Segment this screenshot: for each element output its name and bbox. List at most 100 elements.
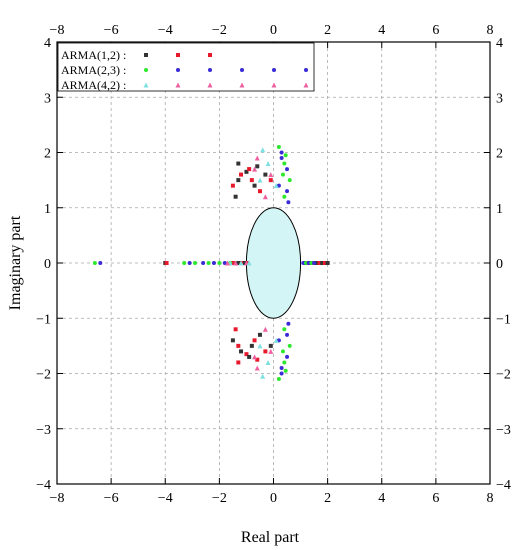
data-point [252, 183, 257, 188]
x-tick-label-bottom: −8 [50, 491, 65, 506]
x-tick-label-top: 2 [324, 23, 331, 38]
legend-marker [208, 68, 212, 72]
data-point [273, 183, 279, 189]
data-point [252, 166, 258, 172]
legend-marker [271, 82, 277, 88]
data-point [287, 343, 292, 348]
x-tick-label-bottom: −6 [104, 491, 119, 506]
y-tick-label-right: −2 [496, 368, 511, 383]
data-point [268, 343, 273, 348]
y-tick-label-left: −2 [36, 368, 51, 383]
x-tick-label-bottom: 0 [270, 491, 277, 506]
x-tick-label-top: −4 [158, 23, 173, 38]
y-tick-label-left: 3 [44, 91, 51, 106]
x-axis-title: Real part [241, 529, 300, 546]
legend: ARMA(1,2) :ARMA(2,3) :ARMA(4,2) : [57, 42, 315, 92]
legend-marker [175, 82, 181, 88]
data-point [98, 261, 103, 265]
data-point [276, 377, 281, 382]
data-point [265, 161, 271, 167]
data-point [257, 343, 263, 349]
data-point [282, 161, 287, 166]
data-point [255, 164, 260, 169]
data-point [238, 260, 244, 266]
data-point [236, 261, 241, 265]
x-tick-label-top: −6 [104, 23, 119, 38]
data-point [257, 189, 262, 194]
legend-box [57, 42, 315, 92]
data-point [262, 194, 268, 200]
x-tick-label-bottom: 6 [432, 491, 439, 506]
data-point [268, 178, 273, 183]
y-axis-title: Imaginary part [7, 215, 24, 310]
y-tick-label-right: −3 [496, 423, 511, 438]
y-tick-label-left: 2 [44, 147, 51, 162]
data-point [263, 349, 268, 354]
data-point [201, 261, 206, 265]
data-point [257, 332, 262, 337]
data-point [279, 365, 284, 370]
data-point [239, 349, 244, 354]
data-point [230, 183, 235, 188]
data-point [257, 177, 263, 183]
data-point [263, 172, 268, 177]
data-point [247, 167, 252, 172]
data-point [314, 261, 319, 265]
data-point [164, 261, 169, 265]
legend-marker [207, 82, 213, 88]
legend-label: ARMA(1,2) : [61, 48, 126, 62]
data-point [236, 161, 241, 166]
data-point [285, 354, 290, 359]
data-point [285, 332, 290, 337]
data-point [279, 156, 284, 161]
grid [57, 42, 490, 484]
x-tick-label-bottom: −2 [212, 491, 227, 506]
x-tick-label-bottom: 8 [487, 491, 494, 506]
data-point [182, 261, 187, 265]
data-point [260, 147, 266, 153]
x-tick-label-top: 8 [487, 23, 494, 38]
legend-marker [143, 82, 149, 88]
data-point [260, 373, 266, 379]
x-tick-label-top: 0 [270, 23, 277, 38]
legend-marker [176, 68, 180, 72]
data-point [187, 261, 192, 265]
data-point [285, 167, 290, 172]
legend-label: ARMA(2,3) : [61, 63, 126, 77]
data-point [249, 343, 254, 348]
points-layer [92, 144, 330, 382]
data-point [236, 178, 241, 183]
legend-marker [240, 68, 244, 72]
x-tick-label-top: 6 [432, 23, 439, 38]
data-point [317, 261, 322, 265]
data-point [233, 260, 239, 266]
series-2 [92, 144, 317, 382]
data-point [283, 153, 288, 158]
y-tick-label-left: −4 [36, 478, 51, 493]
data-point [230, 338, 235, 343]
legend-marker [208, 53, 212, 57]
y-tick-label-left: 4 [44, 36, 51, 51]
data-point [211, 261, 216, 265]
data-point [244, 352, 249, 357]
y-tick-label-right: 4 [496, 36, 503, 51]
data-point [224, 260, 230, 266]
y-tick-label-left: −1 [36, 312, 51, 327]
data-point [279, 371, 284, 376]
data-point [217, 261, 222, 265]
x-tick-label-bottom: 2 [324, 491, 331, 506]
data-point [276, 144, 281, 149]
y-tick-label-left: 0 [44, 257, 51, 272]
data-point [280, 349, 285, 354]
data-point [268, 348, 274, 354]
legend-marker [304, 68, 308, 72]
data-point [282, 194, 287, 199]
unit-circle [245, 207, 302, 319]
y-tick-label-right: 0 [496, 257, 503, 272]
data-point [273, 337, 279, 343]
legend-marker [239, 82, 245, 88]
data-point [287, 178, 292, 183]
y-tick-label-left: 1 [44, 202, 51, 217]
